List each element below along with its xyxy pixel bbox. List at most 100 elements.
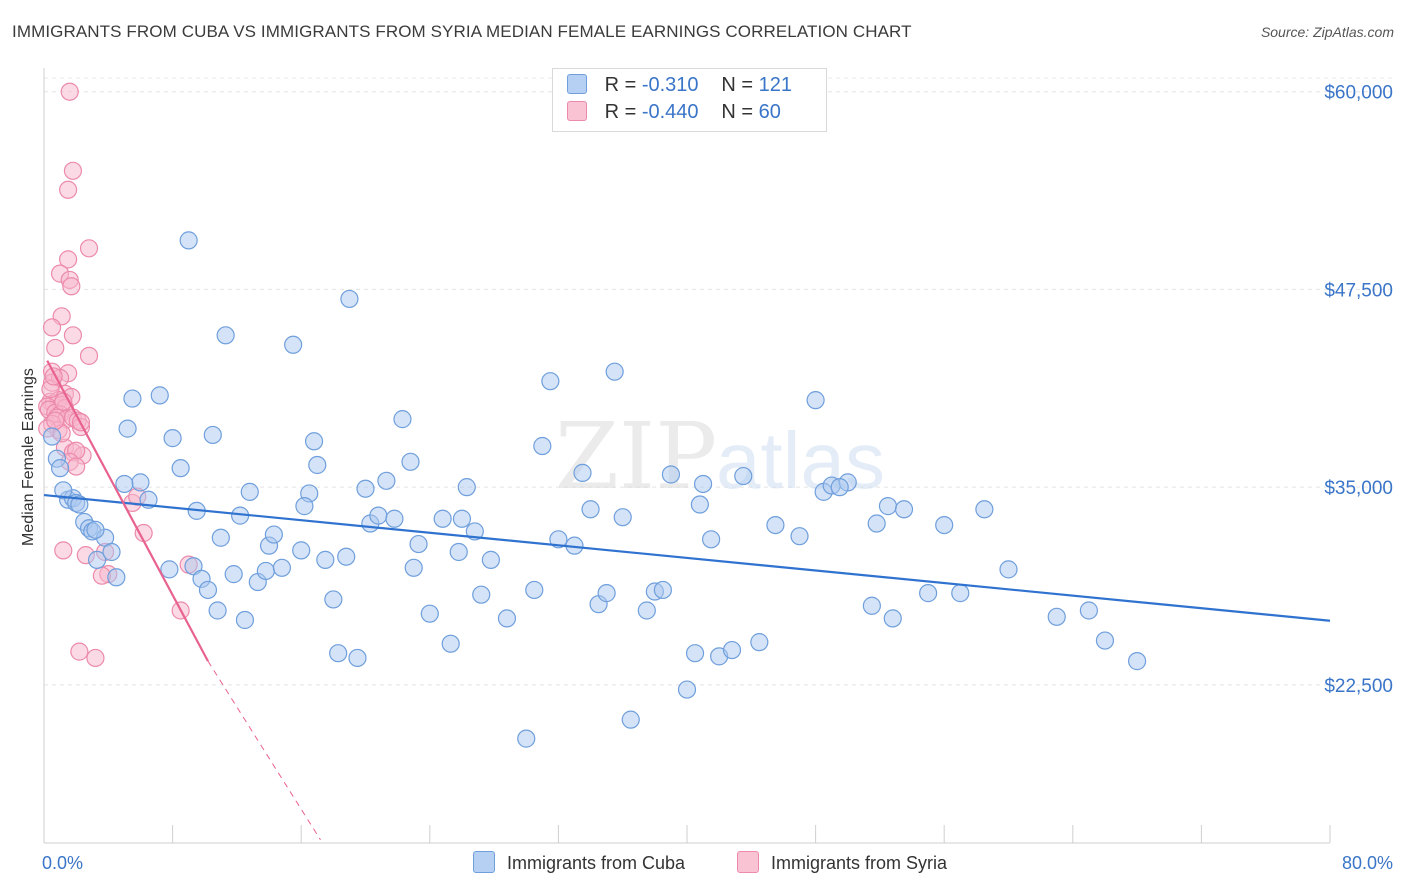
x-tick-label-0: 0.0% — [42, 853, 83, 873]
x-tick-label-1: 80.0% — [1342, 853, 1393, 873]
y-tick-label-3: $22,500 — [1324, 676, 1393, 697]
cuba-point-61 — [433, 509, 452, 528]
legend-syria-n-value: 60 — [758, 101, 781, 123]
cuba-point-40 — [284, 335, 303, 354]
cuba-point-105 — [935, 515, 954, 535]
cuba-point-54 — [377, 471, 396, 490]
cuba-point-80 — [621, 710, 640, 729]
cuba-point-31 — [224, 565, 243, 584]
cuba-point-120 — [54, 481, 73, 500]
syria-point-11 — [79, 346, 99, 365]
cuba-point-93 — [766, 515, 785, 535]
syria-point-46 — [54, 541, 73, 560]
cuba-point-28 — [208, 601, 227, 620]
cuba-point-110 — [1095, 631, 1115, 650]
cuba-point-94 — [790, 527, 809, 546]
cuba-point-99 — [862, 596, 881, 615]
legend-cuba-n-value: 121 — [758, 74, 792, 96]
cuba-point-50 — [348, 648, 367, 668]
cuba-point-101 — [878, 497, 898, 516]
syria-point-1 — [63, 161, 83, 180]
legend-swatch-cuba — [567, 74, 587, 94]
cuba-point-69 — [517, 729, 536, 748]
syria-point-53 — [86, 648, 105, 668]
cuba-point-30 — [216, 326, 235, 345]
cuba-point-66 — [472, 585, 491, 604]
legend-cuba-n-label: N = — [721, 74, 759, 96]
cuba-point-47 — [329, 644, 348, 663]
syria-point-58 — [67, 457, 86, 476]
cuba-point-2 — [50, 459, 70, 478]
cuba-point-53 — [369, 506, 388, 525]
cuba-point-116 — [452, 509, 472, 528]
cuba-point-26 — [198, 580, 218, 600]
cuba-point-73 — [549, 530, 568, 549]
watermark-zip: ZIP — [555, 403, 717, 510]
cuba-point-55 — [385, 509, 404, 528]
cuba-point-33 — [235, 610, 255, 630]
bottom-legend-cuba: Immigrants from Cuba — [473, 851, 685, 874]
bottom-legend-swatch-cuba — [473, 851, 495, 873]
cuba-point-67 — [481, 550, 500, 569]
cuba-point-78 — [597, 584, 616, 603]
correlation-legend: R = -0.310 N = 121 R = -0.440 N = 60 — [552, 68, 827, 132]
cuba-point-90 — [722, 640, 742, 660]
cuba-point-87 — [690, 495, 709, 514]
bottom-legend-swatch-syria — [737, 851, 759, 873]
cuba-point-12 — [102, 542, 121, 562]
cuba-point-60 — [420, 604, 439, 623]
cuba-point-48 — [337, 547, 356, 566]
cuba-point-119 — [975, 500, 994, 519]
cuba-point-71 — [533, 436, 552, 456]
cuba-point-100 — [867, 514, 886, 533]
cuba-point-46 — [324, 590, 343, 609]
cuba-point-13 — [107, 568, 126, 587]
cuba-point-38 — [264, 525, 283, 544]
legend-row-cuba: R = -0.310 N = 121 — [567, 74, 792, 100]
cuba-point-92 — [750, 633, 769, 652]
cuba-point-18 — [150, 386, 169, 405]
syria-trend-line — [46, 360, 209, 662]
cuba-point-57 — [401, 452, 420, 471]
cuba-point-22 — [179, 231, 198, 250]
syria-point-7 — [62, 277, 81, 296]
cuba-point-36 — [256, 561, 275, 581]
source-label: Source: ZipAtlas.com — [1260, 24, 1394, 40]
y-tick-labels: $60,000 $47,500 $35,000 $22,500 — [1324, 83, 1393, 697]
cuba-point-20 — [163, 429, 182, 448]
bottom-legend-label-cuba: Immigrants from Cuba — [507, 853, 686, 873]
watermark-atlas: atlas — [716, 416, 885, 505]
syria-point-0 — [60, 82, 79, 101]
cuba-point-107 — [999, 560, 1018, 579]
cuba-point-64 — [457, 478, 476, 497]
y-tick-label-0: $60,000 — [1324, 83, 1393, 104]
legend-syria-r-label: R = — [604, 101, 642, 123]
cuba-point-0 — [42, 427, 62, 446]
cuba-point-29 — [211, 528, 230, 547]
syria-point-4 — [59, 250, 78, 269]
syria-trend-extension — [207, 660, 321, 841]
cuba-point-115 — [295, 497, 314, 516]
cuba-point-108 — [1047, 607, 1066, 626]
cuba-point-76 — [581, 500, 600, 519]
cuba-point-75 — [573, 463, 592, 482]
cuba-point-56 — [393, 410, 412, 429]
cuba-point-109 — [1079, 601, 1098, 620]
gridlines — [44, 77, 1395, 686]
cuba-point-113 — [115, 474, 134, 494]
cuba-point-83 — [653, 580, 672, 600]
cuba-point-21 — [171, 459, 190, 478]
bottom-legend-syria: Immigrants from Syria — [737, 851, 947, 874]
cuba-point-39 — [272, 558, 292, 577]
syria-point-42 — [46, 411, 65, 430]
cuba-point-68 — [497, 609, 517, 628]
cuba-point-43 — [304, 432, 324, 451]
cuba-point-104 — [919, 584, 938, 603]
y-tick-label-1: $47,500 — [1324, 280, 1393, 301]
y-axis-label: Median Female Earnings — [20, 368, 37, 546]
legend-cuba-r-value: -0.310 — [641, 74, 699, 96]
cuba-point-70 — [525, 580, 544, 600]
cuba-trend-line — [43, 493, 1331, 622]
syria-point-10 — [63, 326, 83, 345]
